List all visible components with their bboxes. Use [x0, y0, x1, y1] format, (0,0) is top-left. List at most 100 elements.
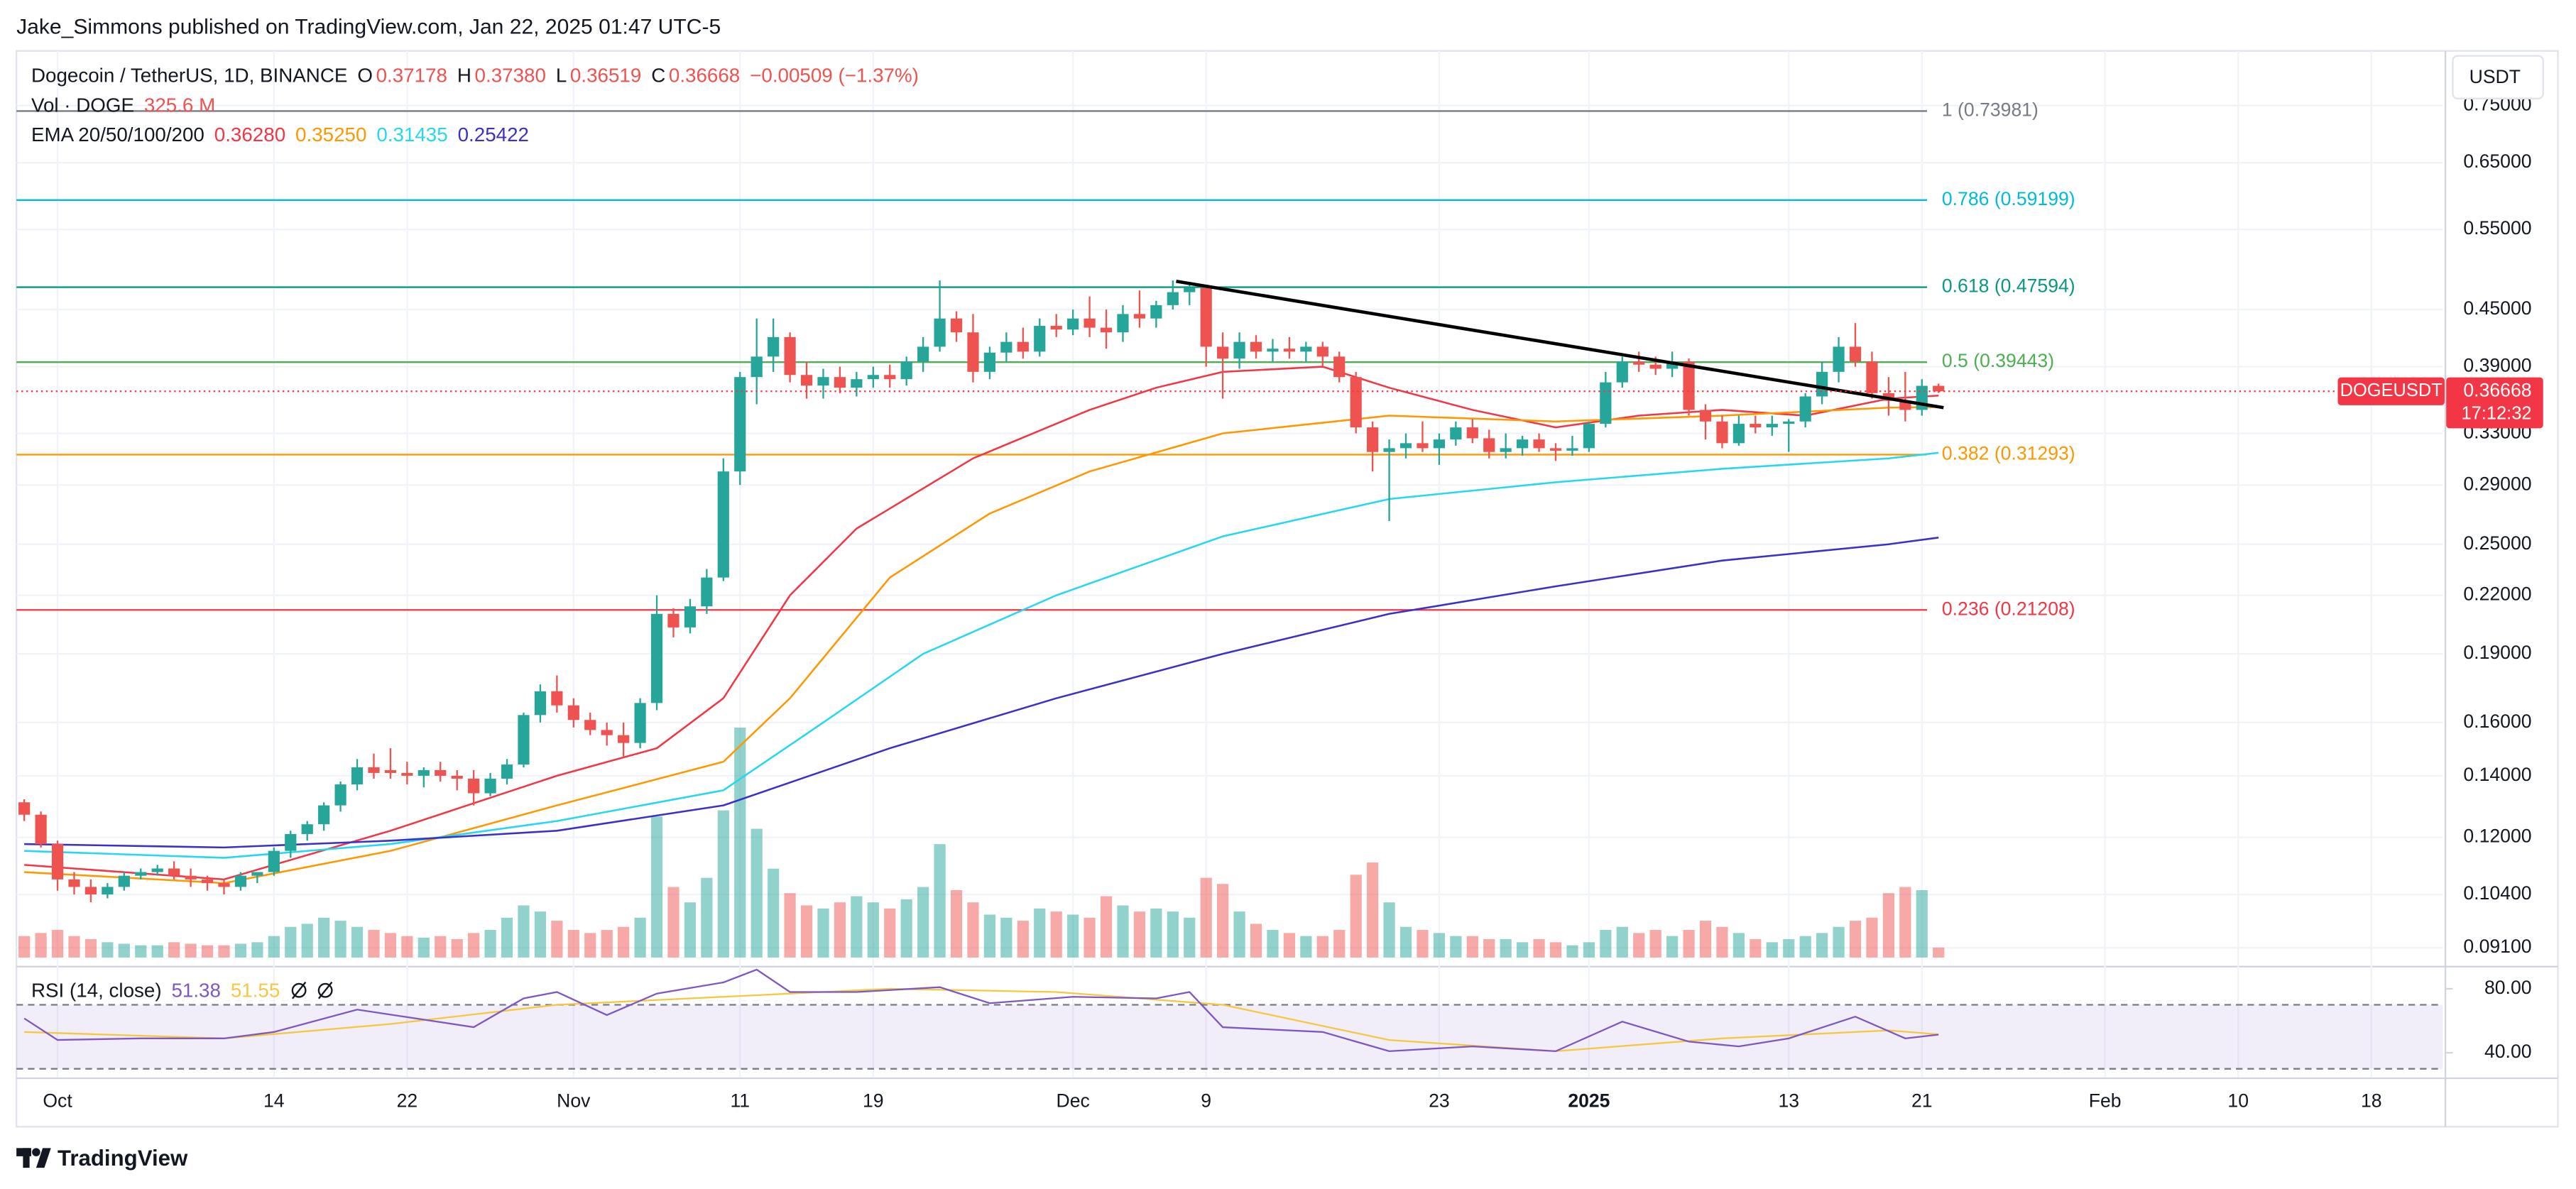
candle-body [1566, 448, 1578, 451]
candle-body [451, 775, 463, 779]
volume-label[interactable]: Vol · DOGE [31, 93, 135, 117]
volume-bar [634, 917, 646, 958]
volume-bar [1200, 877, 1212, 958]
volume-bar [650, 816, 663, 958]
y-tick-label: 0.45000 [2463, 297, 2531, 319]
volume-bar [1217, 884, 1229, 958]
candle-body [1500, 448, 1512, 452]
candle-body [368, 767, 380, 773]
volume-bar [1417, 930, 1429, 958]
candle-body [201, 879, 214, 884]
y-tick-label: 0.16000 [2463, 711, 2531, 732]
volume-bar [1517, 942, 1529, 958]
candle-body [501, 765, 513, 779]
x-tick-label: Nov [557, 1090, 591, 1112]
volume-bar [618, 926, 630, 958]
price-tag-text: 0.36668 [2463, 379, 2531, 400]
volume-bar [534, 911, 547, 958]
volume-bar [1683, 930, 1695, 958]
candle-body [435, 769, 447, 776]
y-tick-label: 0.14000 [2463, 764, 2531, 785]
ema-value: 0.25422 [457, 123, 530, 146]
candle-body [1549, 448, 1562, 451]
candle-body [551, 691, 563, 706]
candle-body [784, 336, 796, 376]
candle-body [251, 872, 263, 876]
fib-label: 0.382 (0.31293) [1942, 442, 2075, 464]
y-tick-label: 0.10400 [2463, 882, 2531, 904]
y-tick-label: 0.09100 [2463, 936, 2531, 957]
candle-body [1533, 439, 1545, 449]
volume-bar [1034, 908, 1046, 958]
candle-body [351, 767, 364, 785]
volume-bar [501, 917, 513, 958]
fib-label: 1 (0.73981) [1942, 99, 2039, 120]
candle-body [667, 613, 680, 628]
rsi-line [23, 968, 1939, 1053]
volume-bar [1100, 896, 1113, 958]
y-tick-label: 0.39000 [2463, 355, 2531, 376]
rsi-tick-label: 80.00 [2484, 977, 2532, 998]
volume-bar [1483, 939, 1495, 958]
x-tick-label: Feb [2089, 1090, 2122, 1112]
candle-body [1766, 424, 1778, 428]
candle-body [1517, 439, 1529, 449]
candle-body [18, 802, 31, 815]
volume-bar [301, 924, 313, 958]
rsi-icons [292, 981, 334, 999]
candle-body [1750, 424, 1762, 428]
ohlc-value: 0.36668 [668, 64, 741, 87]
candle-body [1649, 364, 1661, 369]
volume-bar [35, 933, 47, 958]
ema-label[interactable]: EMA 20/50/100/200 [31, 123, 204, 146]
candle-body [1300, 346, 1312, 352]
volume-bar [168, 942, 180, 958]
ema-line [24, 366, 1939, 881]
candle-body [1450, 427, 1462, 440]
volume-bar [967, 902, 979, 958]
candle-body [1699, 410, 1712, 422]
candle-body [701, 577, 713, 607]
volume-bar [701, 877, 713, 958]
y-tick-label: 0.22000 [2463, 583, 2531, 605]
volume-bar [1716, 926, 1728, 958]
volume-bar [68, 936, 80, 958]
volume-bar [684, 902, 697, 958]
x-tick-label: 21 [1911, 1090, 1933, 1112]
currency-box[interactable] [2452, 55, 2544, 99]
rsi-label[interactable]: RSI (14, close) [31, 979, 162, 1002]
candle-body [1250, 341, 1262, 352]
volume-bar [1500, 939, 1512, 958]
volume-bar [800, 905, 813, 958]
volume-bar [268, 936, 280, 958]
volume-bar [451, 939, 463, 958]
ema-line [24, 406, 1939, 884]
y-tick-label: 0.25000 [2463, 532, 2531, 554]
y-tick-label: 0.12000 [2463, 826, 2531, 847]
volume-bar [1084, 917, 1096, 958]
volume-bar [1250, 924, 1262, 958]
x-tick-label: 19 [863, 1090, 884, 1112]
currency[interactable]: USDT [2469, 66, 2521, 87]
fib-label: 0.786 (0.59199) [1942, 188, 2075, 209]
candle-body [1399, 443, 1412, 449]
volume-bar [1300, 936, 1312, 958]
candle-body [1350, 377, 1362, 428]
y-tick-label: 0.29000 [2463, 473, 2531, 494]
volume-bar [1316, 936, 1328, 958]
x-tick-label: 23 [1429, 1090, 1450, 1112]
volume-bar [102, 942, 114, 958]
volume-bar [1399, 926, 1412, 958]
y-tick-label: 0.55000 [2463, 217, 2531, 239]
rsi-value: 51.38 [171, 979, 221, 1002]
ohlc-label: O [357, 64, 373, 87]
candle-body [1316, 346, 1328, 357]
ema-value: 0.36280 [214, 123, 286, 146]
candle-body [650, 613, 663, 703]
x-tick-label: 9 [1201, 1090, 1211, 1112]
candle-body [1866, 361, 1878, 393]
ema-line [24, 451, 1939, 859]
symbol[interactable]: Dogecoin / TetherUS, 1D, BINANCE [31, 64, 348, 87]
volume-bar [1616, 926, 1628, 958]
volume-bar [1600, 930, 1612, 958]
